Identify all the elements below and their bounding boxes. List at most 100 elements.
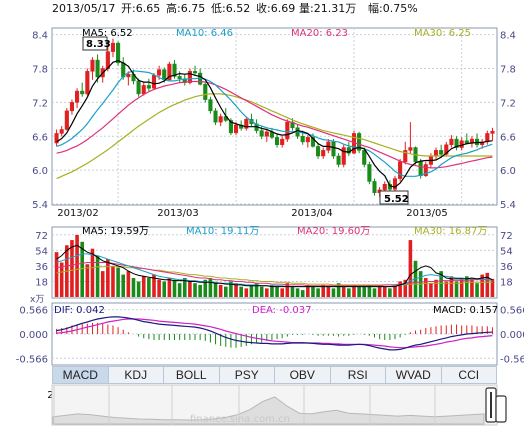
tab-kdj[interactable]: KDJ: [109, 367, 164, 383]
volume-bar: [172, 279, 177, 297]
candle-body: [146, 85, 151, 89]
volume-bar: [408, 240, 413, 297]
volume-bar: [306, 284, 310, 297]
price-ytick-right: 7.2: [500, 98, 516, 109]
candle-body: [85, 71, 90, 95]
tab-macd[interactable]: MACD: [53, 367, 109, 383]
volume-bar: [480, 274, 484, 297]
tab-rsi[interactable]: RSI: [331, 367, 386, 383]
price-ytick-right: 6.0: [500, 166, 516, 177]
price-ytick-right: 5.4: [500, 200, 516, 211]
volume-bar: [198, 284, 202, 297]
volume-bar: [244, 288, 249, 297]
candle-body: [177, 76, 182, 79]
macd-ytick-left: -0.566: [16, 354, 48, 365]
tab-cci[interactable]: CCI: [458, 368, 480, 382]
volume-bar: [203, 279, 208, 297]
candle-body: [233, 124, 239, 134]
price-legend-ma20: MA20: 6.23: [291, 28, 348, 39]
candle-body: [213, 110, 218, 123]
price-xtick: 2013/05: [406, 208, 448, 219]
candle-body: [449, 138, 454, 145]
candle-body: [300, 136, 305, 143]
candle-body: [459, 140, 464, 148]
volume-bar: [162, 281, 167, 297]
volume-bar: [167, 278, 172, 297]
candle-body: [54, 133, 59, 144]
volume-bar: [341, 286, 346, 297]
volume-bar: [270, 284, 274, 297]
header-close: 收:6.69: [256, 1, 295, 15]
candle-body: [336, 155, 341, 165]
watermark-text: finance.sina.com.cn: [190, 414, 290, 425]
volume-bar: [188, 281, 192, 297]
macd-series: [56, 316, 493, 351]
candle-body: [59, 129, 64, 134]
candle-body: [187, 71, 192, 83]
candle-body: [362, 150, 367, 165]
volume-bar: [70, 240, 74, 297]
volume-bar: [80, 241, 84, 297]
volume-bar: [54, 252, 59, 297]
volume-ytick-left: 54: [35, 246, 48, 257]
volume-bar: [141, 276, 146, 297]
candle-body: [403, 150, 408, 162]
volume-bar: [208, 278, 213, 297]
tab-obv[interactable]: OBV: [275, 367, 331, 383]
candle-body: [192, 71, 198, 74]
volume-bar: [116, 267, 120, 297]
overview-series: [52, 385, 485, 425]
volume-bar: [147, 278, 151, 297]
scroll-handle-right[interactable]: [495, 395, 507, 423]
macd-legend-value: MACD: 0.157: [433, 305, 498, 316]
tab-wvad[interactable]: WVAD: [386, 367, 442, 383]
macd-ytick-right: 0.000: [500, 330, 524, 341]
volume-bar: [490, 278, 495, 297]
volume-ytick-left: 36: [35, 262, 48, 273]
volume-bar: [465, 276, 469, 297]
candle-body: [490, 130, 495, 134]
overview-scroll-handle[interactable]: [485, 387, 507, 423]
volume-bar: [377, 286, 382, 297]
volume-bar: [218, 284, 223, 297]
candle-body: [392, 178, 398, 190]
volume-bar: [367, 284, 372, 297]
volume-bar: [136, 281, 141, 297]
candle-body: [157, 69, 162, 76]
tab-psy[interactable]: PSY: [220, 367, 275, 383]
candle-body: [136, 80, 141, 95]
price-ytick-left: 7.8: [32, 65, 48, 76]
macd-ytick-right: 0.566: [500, 306, 524, 317]
tab-boll[interactable]: BOLL: [164, 367, 220, 383]
price-ytick-right: 6.6: [500, 132, 516, 143]
volume-bar: [280, 288, 284, 297]
candle-body: [439, 150, 444, 155]
candle-body: [259, 130, 264, 137]
candle-body: [228, 120, 233, 134]
price-legend-ma5: MA5: 6.52: [82, 28, 133, 39]
candle-body: [75, 90, 80, 103]
volume-bar: [459, 279, 464, 297]
volume-bar: [382, 286, 387, 297]
volume-bar: [454, 281, 459, 297]
volume-ytick-right: 72: [500, 231, 513, 242]
candle-body: [126, 73, 131, 78]
volume-ytick-right: 18: [500, 277, 513, 288]
candle-body: [95, 59, 100, 78]
volume-ma30-line: [56, 266, 493, 286]
candle-body: [285, 121, 290, 140]
volume-bar: [357, 286, 361, 297]
candle-body: [418, 161, 423, 177]
volume-bar: [193, 283, 197, 297]
macd-dif-line: [56, 316, 493, 351]
candle-body: [69, 102, 74, 112]
volume-bar: [275, 286, 279, 297]
high-annotation-box: [82, 36, 108, 51]
candle-body: [264, 131, 269, 137]
volume-bar: [121, 274, 126, 297]
volume-bar: [285, 283, 290, 297]
candle-body: [321, 150, 326, 157]
price-ytick-left: 6.0: [32, 166, 48, 177]
macd-ytick-left: 0.566: [19, 306, 48, 317]
